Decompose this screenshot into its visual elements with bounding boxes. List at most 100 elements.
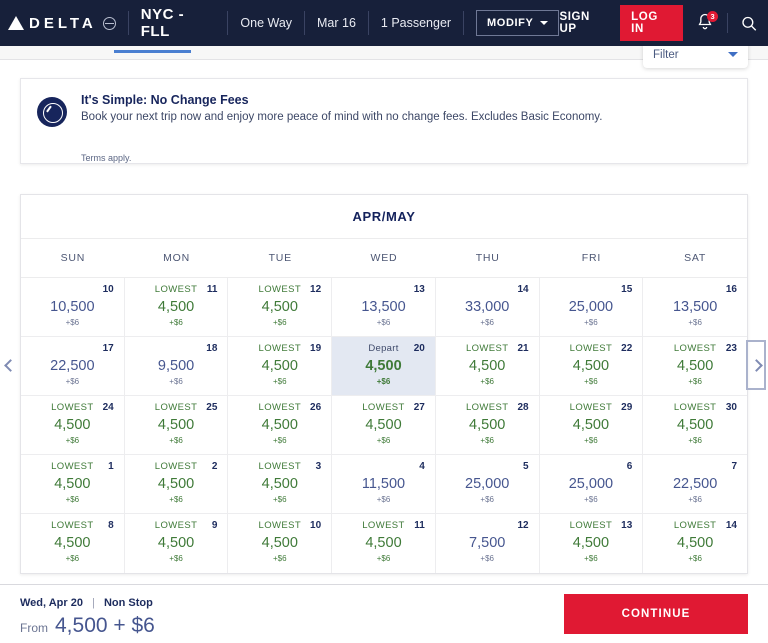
divider	[367, 11, 369, 35]
fare-miles: 9,500	[157, 358, 195, 374]
calendar-day-cell[interactable]: LOWEST 27 4,500 +$6	[332, 396, 436, 455]
search-icon[interactable]	[740, 14, 758, 33]
lowest-fare-label: LOWEST	[673, 343, 717, 354]
calendar-day-cell[interactable]: 7 22,500 +$6	[643, 455, 747, 514]
calendar-day-cell[interactable]: LOWEST 2 4,500 +$6	[124, 455, 229, 514]
calendar-day-cell[interactable]: LOWEST 25 4,500 +$6	[124, 396, 229, 455]
continue-button[interactable]: CONTINUE	[564, 594, 748, 634]
calendar-day-cell[interactable]: 18 9,500 +$6	[124, 337, 229, 396]
cell-top-row: LOWEST 1	[21, 461, 124, 472]
trip-type-label: One Way	[240, 16, 293, 30]
calendar-day-cell[interactable]: 10 10,500 +$6	[21, 278, 125, 337]
next-week-button[interactable]	[746, 340, 766, 390]
notifications-button[interactable]: 3	[695, 11, 719, 34]
day-number: 15	[621, 284, 633, 295]
day-number: 11	[206, 284, 218, 295]
fare-miles: 25,000	[568, 299, 614, 315]
calendar-day-cell[interactable]: Depart 20 4,500 +$6	[332, 337, 436, 396]
log-in-button[interactable]: LOG IN	[620, 5, 684, 41]
fare-fee: +$6	[688, 554, 702, 563]
lowest-fare-label: LOWEST	[362, 402, 405, 413]
fare-fee: +$6	[272, 318, 287, 327]
fare-fee: +$6	[376, 377, 391, 386]
calendar-day-cell[interactable]: 6 25,000 +$6	[539, 455, 644, 514]
calendar-day-cell[interactable]: LOWEST 28 4,500 +$6	[435, 396, 540, 455]
calendar-day-cell[interactable]: LOWEST 11 4,500 +$6	[124, 278, 229, 337]
calendar-weeks: 10 10,500 +$6 LOWEST 11 4,500 +$6 LOWEST 12 4,500…	[21, 278, 747, 573]
calendar-month-title: APR/MAY	[21, 195, 747, 239]
calendar-day-cell[interactable]: 17 22,500 +$6	[21, 337, 125, 396]
fare-miles: 4,500	[157, 417, 195, 433]
fare-fee: +$6	[584, 377, 598, 386]
calendar-day-cell[interactable]: LOWEST 11 4,500 +$6	[332, 514, 436, 573]
previous-week-button[interactable]	[0, 340, 20, 390]
modify-search-button[interactable]: MODIFY	[476, 10, 560, 36]
calendar-day-cell[interactable]: LOWEST 22 4,500 +$6	[539, 337, 644, 396]
lowest-fare-label: LOWEST	[51, 520, 94, 531]
calendar-day-cell[interactable]: LOWEST 21 4,500 +$6	[435, 337, 540, 396]
fare-fee: +$6	[65, 377, 80, 386]
fare-fee: +$6	[480, 318, 494, 327]
fare-miles: 4,500	[157, 535, 195, 551]
day-number: 7	[731, 461, 737, 472]
cell-top-row: LOWEST 19	[228, 343, 331, 354]
day-number: 10	[310, 520, 322, 531]
fare-miles: 22,500	[50, 358, 95, 374]
day-number: 23	[725, 343, 737, 354]
day-number: 5	[523, 461, 529, 472]
fare-fee: +$6	[65, 554, 80, 563]
calendar-day-cell[interactable]: LOWEST 8 4,500 +$6	[21, 514, 125, 573]
lowest-fare-label: LOWEST	[258, 461, 302, 472]
calendar-day-cell[interactable]: LOWEST 19 4,500 +$6	[228, 337, 333, 396]
calendar-day-cell[interactable]: LOWEST 29 4,500 +$6	[539, 396, 644, 455]
cell-top-row: LOWEST 22	[540, 343, 643, 354]
calendar-day-cell[interactable]: LOWEST 14 4,500 +$6	[643, 514, 747, 573]
delta-logo[interactable]: DELTA	[8, 15, 116, 32]
fare-fee: +$6	[376, 554, 391, 563]
calendar-day-cell[interactable]: 5 25,000 +$6	[435, 455, 540, 514]
calendar-day-cell[interactable]: 12 7,500 +$6	[435, 514, 540, 573]
fare-price-group: From 4,500 + $6	[20, 614, 155, 638]
calendar-day-cell[interactable]: 13 13,500 +$6	[332, 278, 436, 337]
calendar-day-cell[interactable]: LOWEST 9 4,500 +$6	[124, 514, 229, 573]
fare-miles: 4,500	[572, 358, 610, 374]
fare-miles: 4,500	[261, 535, 298, 551]
terms-apply-link[interactable]: Terms apply.	[81, 153, 132, 163]
calendar-day-cell[interactable]: 14 33,000 +$6	[435, 278, 540, 337]
day-header-wed: WED	[370, 252, 398, 264]
day-number: 6	[626, 461, 633, 472]
calendar-day-cell[interactable]: LOWEST 23 4,500 +$6	[643, 337, 747, 396]
calendar-day-cell[interactable]: LOWEST 24 4,500 +$6	[21, 396, 125, 455]
cell-top-row: LOWEST 8	[21, 520, 124, 531]
calendar-day-cell[interactable]: LOWEST 13 4,500 +$6	[539, 514, 644, 573]
calendar-day-cell[interactable]: LOWEST 26 4,500 +$6	[228, 396, 333, 455]
route-label: NYC - FLL	[140, 6, 185, 40]
calendar-day-cell[interactable]: LOWEST 3 4,500 +$6	[228, 455, 333, 514]
modify-label: MODIFY	[487, 17, 534, 29]
calendar-day-cell[interactable]: LOWEST 1 4,500 +$6	[21, 455, 125, 514]
calendar-day-cell[interactable]: 16 13,500 +$6	[643, 278, 747, 337]
calendar-day-cell[interactable]: LOWEST 10 4,500 +$6	[228, 514, 333, 573]
fare-miles: 4,500	[365, 535, 402, 551]
cell-top-row: LOWEST 11	[332, 520, 435, 531]
fare-miles: 4,500	[572, 535, 610, 551]
calendar-day-cell[interactable]: 4 11,500 +$6	[332, 455, 436, 514]
calendar-day-cell[interactable]: 15 25,000 +$6	[539, 278, 644, 337]
passenger-count-label: 1 Passenger	[380, 16, 452, 30]
cell-top-row: LOWEST 29	[540, 402, 643, 413]
cell-top-row: LOWEST 21	[436, 343, 539, 354]
fare-fee: +$6	[65, 318, 80, 327]
fare-miles: 4,500	[54, 535, 91, 551]
cell-top-row: LOWEST 25	[125, 402, 228, 413]
fare-amount: 4,500 + $6	[55, 614, 155, 637]
fare-miles: 4,500	[261, 476, 298, 492]
divider	[463, 11, 465, 35]
day-header-sun: SUN	[60, 252, 86, 264]
sign-up-button[interactable]: SIGN UP	[559, 11, 590, 35]
top-navigation-bar: DELTA NYC - FLL One Way Mar 16 1 Passeng…	[0, 0, 768, 46]
calendar-day-cell[interactable]: LOWEST 30 4,500 +$6	[643, 396, 747, 455]
day-header-thu: THU	[475, 252, 500, 264]
fare-fee: +$6	[584, 318, 598, 327]
cell-top-row: LOWEST 2	[125, 461, 228, 472]
calendar-day-cell[interactable]: LOWEST 12 4,500 +$6	[228, 278, 333, 337]
